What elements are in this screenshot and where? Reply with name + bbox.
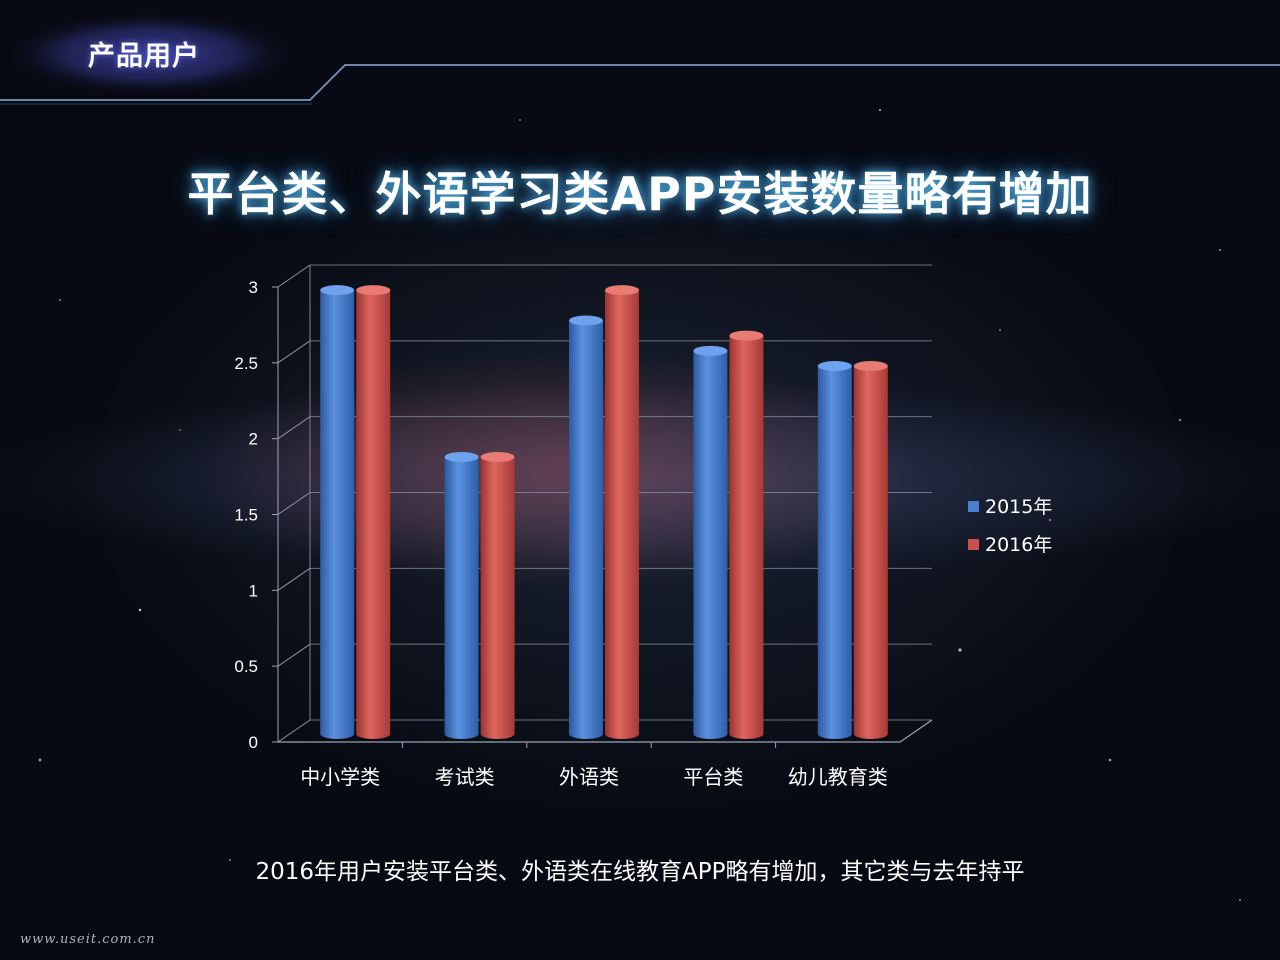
bar-2015-0 — [320, 285, 355, 739]
legend-swatch-2016 — [968, 539, 979, 550]
legend-item-2016: 2016年 — [968, 530, 1052, 557]
grid-diagonal — [277, 340, 311, 364]
y-tick-label: 3 — [249, 278, 258, 297]
x-category-label: 平台类 — [683, 765, 743, 789]
y-tick-label: 1 — [249, 581, 258, 600]
header-title: 产品用户 — [88, 41, 200, 72]
bar-2016-1 — [480, 452, 515, 739]
y-tick-label: 2.5 — [234, 354, 258, 373]
bar-2015-3 — [693, 345, 728, 739]
bar-chart: 0 0.5 1 1.5 2 2.5 3 中小学类 考试类 外语类 平台类 幼儿教育类 — [234, 264, 933, 789]
legend-item-2015: 2015年 — [968, 492, 1052, 519]
bar-2016-3 — [729, 330, 764, 739]
bar-2016-4 — [853, 361, 888, 739]
bar-2015-1 — [444, 452, 479, 739]
grid-diagonal — [277, 643, 311, 667]
grid-diagonal — [277, 492, 311, 515]
grid-diagonal — [277, 264, 311, 288]
y-tick-label: 1.5 — [234, 506, 258, 525]
x-category-label: 幼儿教育类 — [788, 765, 888, 789]
y-tick-label: 2 — [249, 430, 258, 449]
chart-caption: 2016年用户安装平台类、外语类在线教育APP略有增加，其它类与去年持平 — [255, 859, 1025, 885]
grid-diagonal — [277, 416, 311, 440]
grid-diagonal — [277, 567, 311, 591]
header-bar — [0, 12, 1280, 105]
x-category-label: 外语类 — [559, 765, 619, 789]
grid-diagonal — [277, 719, 311, 743]
watermark: www.useit.com.cn — [20, 932, 156, 947]
bar-2015-2 — [569, 315, 603, 739]
bar-2016-0 — [356, 285, 391, 739]
legend-label-2015: 2015年 — [985, 496, 1053, 518]
main-title: 平台类、外语学习类APP安装数量略有增加 — [187, 167, 1093, 221]
floor-right-edge — [899, 719, 933, 743]
legend-label-2016: 2016年 — [985, 534, 1053, 556]
legend-swatch-2015 — [968, 501, 979, 512]
y-tick-label: 0.5 — [234, 657, 258, 676]
bar-2016-2 — [605, 285, 639, 739]
x-category-label: 中小学类 — [300, 765, 380, 789]
bar-2015-4 — [817, 361, 852, 739]
y-tick-label: 0 — [249, 733, 258, 752]
x-category-label: 考试类 — [435, 765, 495, 789]
